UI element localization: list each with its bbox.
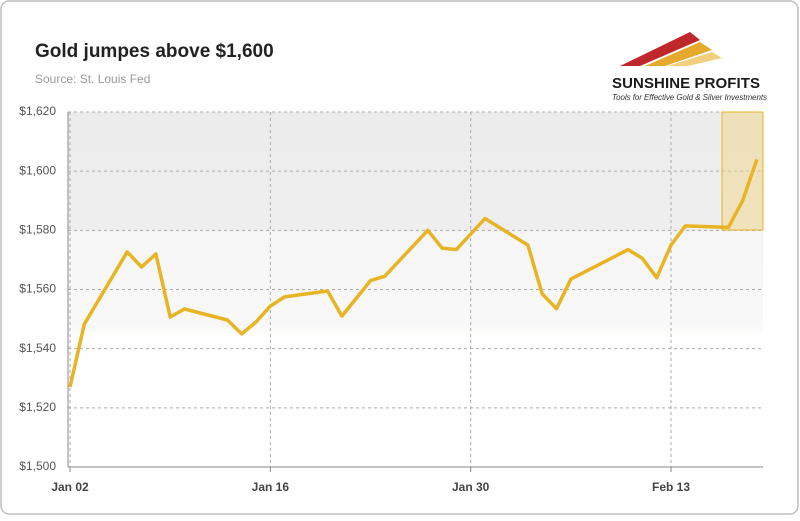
logo-swoosh [668, 52, 722, 66]
y-tick-label: $1,540 [19, 341, 56, 355]
y-tick-label: $1,600 [19, 163, 56, 177]
chart-subtitle: Source: St. Louis Fed [35, 72, 150, 86]
series-line [68, 158, 759, 388]
y-tick-label: $1,560 [19, 282, 56, 296]
x-tick-label: Jan 16 [252, 480, 290, 494]
logo: SUNSHINE PROFITS Tools for Effective Gol… [612, 32, 767, 102]
logo-swoosh [620, 32, 700, 66]
y-tick-label: $1,520 [19, 400, 56, 414]
chart-title: Gold jumpes above $1,600 [35, 41, 274, 62]
x-tick-label: Jan 02 [51, 480, 89, 494]
highlight-box [721, 111, 764, 231]
y-tick-label: $1,620 [19, 104, 56, 118]
x-tick-label: Jan 30 [452, 480, 490, 494]
logo-tagline: Tools for Effective Gold & Silver Invest… [612, 93, 767, 102]
logo-name: SUNSHINE PROFITS [612, 75, 760, 92]
y-tick-label: $1,500 [19, 459, 56, 473]
x-tick-label: Feb 13 [652, 480, 690, 494]
logo-swoosh [645, 42, 712, 66]
y-tick-label: $1,580 [19, 223, 56, 237]
